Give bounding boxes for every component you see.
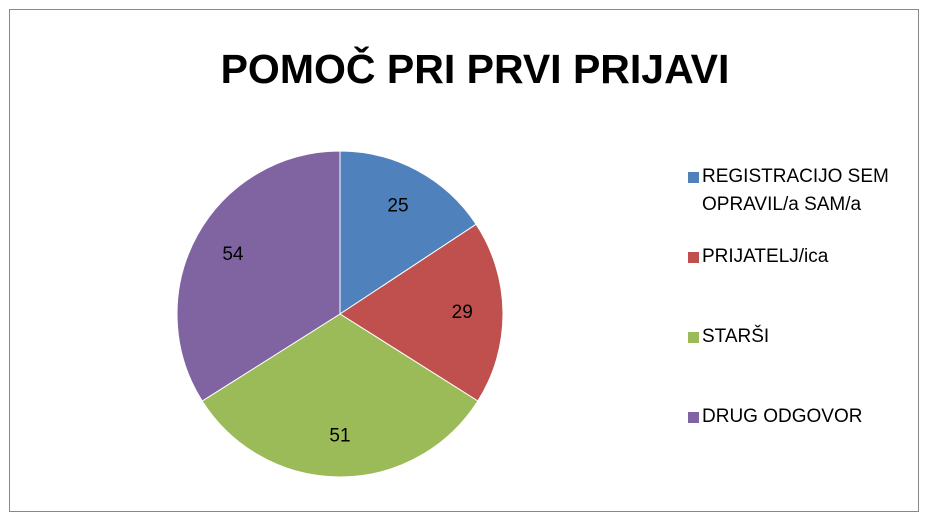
data-label: 29: [452, 302, 473, 323]
legend-swatch: [688, 172, 699, 183]
legend-swatch: [688, 412, 699, 423]
legend-entry: DRUG ODGOVOR: [688, 403, 918, 431]
legend-entry: STARŠI: [688, 323, 918, 351]
legend-entry: REGISTRACIJO SEM OPRAVIL/a SAM/a: [688, 163, 918, 219]
pie-slice: [339, 223, 504, 402]
pie-slice: [201, 313, 479, 478]
legend-label: REGISTRACIJO SEM OPRAVIL/a SAM/a: [702, 166, 889, 215]
pie-slice: [176, 150, 341, 402]
legend-swatch: [688, 332, 699, 343]
legend-swatch: [688, 252, 699, 263]
legend-entry: PRIJATELJ/ica: [688, 243, 918, 271]
data-label: 54: [222, 244, 244, 265]
legend-label: PRIJATELJ/ica: [702, 246, 829, 267]
legend-label: DRUG ODGOVOR: [702, 406, 863, 427]
data-label: 51: [329, 425, 350, 446]
chart-title: POMOČ PRI PRVI PRIJAVI: [221, 46, 730, 92]
legend-label: STARŠI: [702, 326, 770, 347]
data-label: 25: [387, 195, 408, 216]
pie-slice: [339, 150, 477, 315]
